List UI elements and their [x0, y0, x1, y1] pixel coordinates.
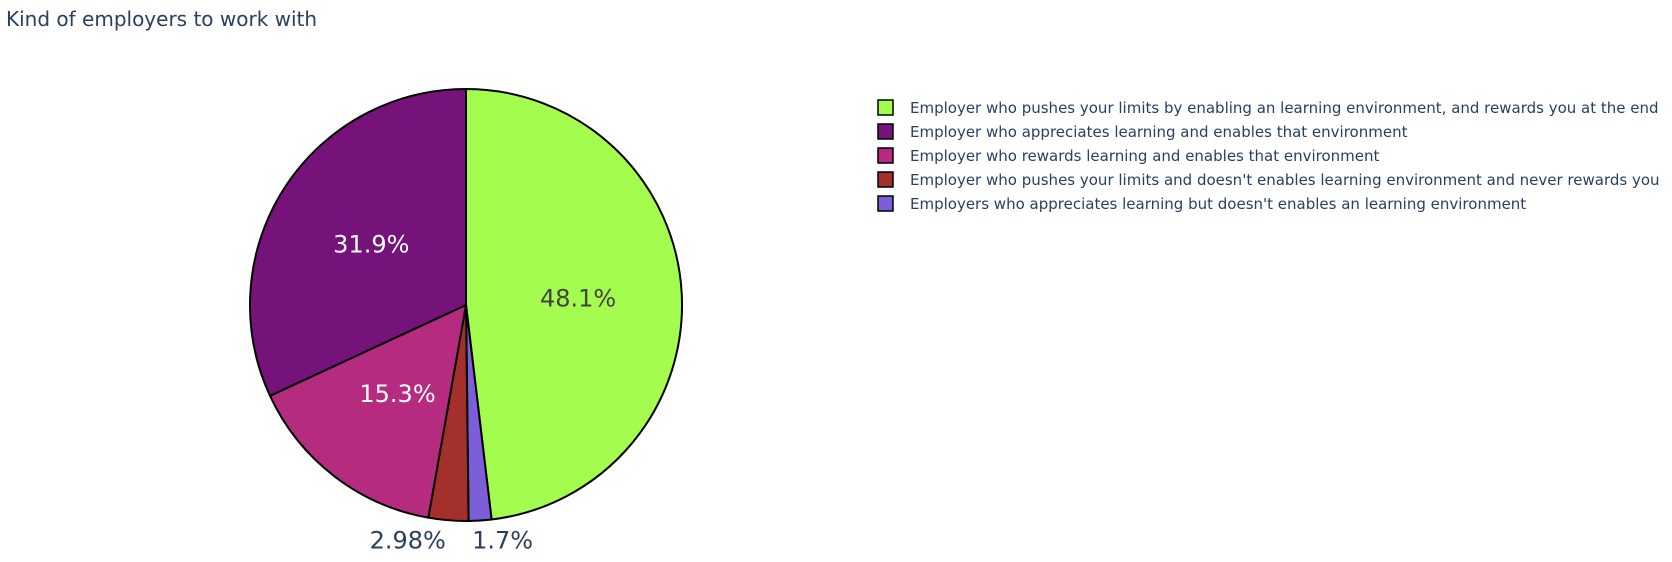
legend-label: Employer who pushes your limits by enabl…	[910, 99, 1659, 117]
legend-swatch	[877, 171, 894, 188]
legend-item[interactable]: Employers who appreciates learning but d…	[877, 195, 1526, 213]
legend-item[interactable]: Employer who pushes your limits and does…	[877, 171, 1660, 189]
chart-title: Kind of employers to work with	[6, 7, 317, 31]
legend-label: Employer who appreciates learning and en…	[910, 123, 1408, 141]
legend-swatch	[877, 147, 894, 164]
pie-slice[interactable]	[269, 304, 467, 519]
legend-item[interactable]: Employer who pushes your limits by enabl…	[877, 99, 1659, 117]
slice-label: 31.9%	[333, 231, 409, 259]
slice-label: 2.98%	[370, 526, 446, 554]
slice-label: 1.7%	[472, 527, 533, 555]
legend-label: Employer who pushes your limits and does…	[910, 171, 1660, 189]
slice-label: 15.3%	[359, 380, 435, 408]
legend-item[interactable]: Employer who appreciates learning and en…	[877, 123, 1408, 141]
pie-slice[interactable]	[465, 88, 684, 521]
legend-swatch	[877, 195, 894, 212]
legend-swatch	[877, 123, 894, 140]
slice-label: 48.1%	[540, 284, 616, 312]
legend-swatch	[877, 99, 894, 116]
pie-slice[interactable]	[249, 88, 467, 397]
legend-label: Employer who rewards learning and enable…	[910, 147, 1380, 165]
slice-labels: 48.1% 1.7% 2.98% 15.3% 31.9%	[333, 231, 616, 555]
legend: Employer who pushes your limits by enabl…	[877, 99, 1660, 213]
legend-label: Employers who appreciates learning but d…	[910, 195, 1526, 213]
legend-item[interactable]: Employer who rewards learning and enable…	[877, 147, 1380, 165]
pie-slices	[249, 88, 684, 522]
